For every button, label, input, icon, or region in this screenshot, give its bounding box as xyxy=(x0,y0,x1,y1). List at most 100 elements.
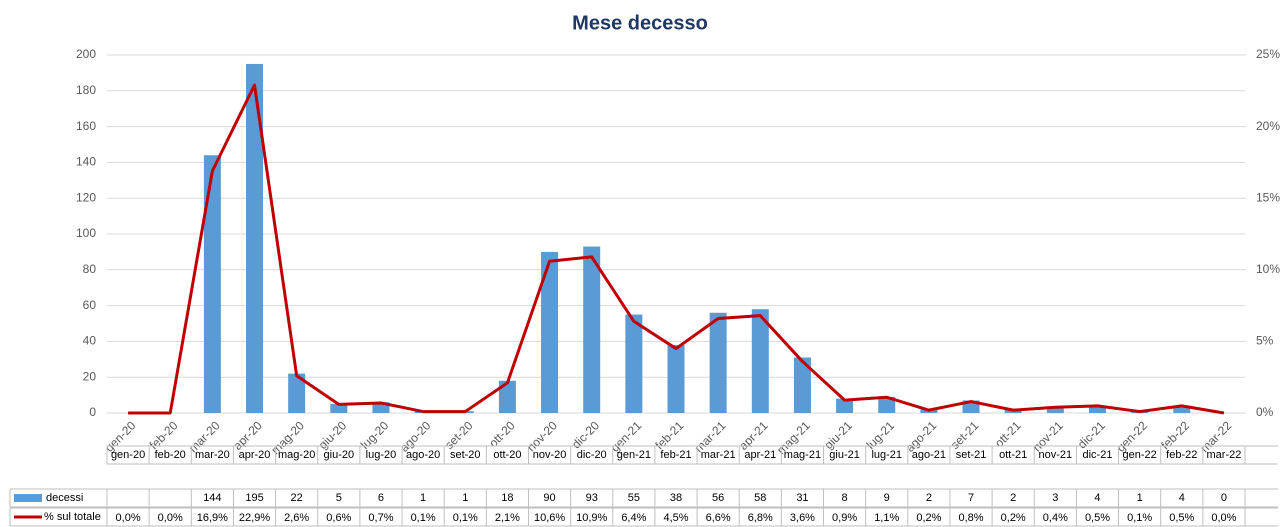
table-cell: 4 xyxy=(1094,492,1100,504)
bar xyxy=(836,398,854,413)
bar xyxy=(498,380,516,413)
table-cell: 0,1% xyxy=(453,512,478,524)
table-cell: 3 xyxy=(1052,492,1058,504)
chart-title: Mese decesso xyxy=(572,12,708,34)
table-header: ago-21 xyxy=(912,449,946,461)
table-cell: 6,8% xyxy=(748,512,773,524)
x-tick-label: giu-20 xyxy=(316,418,350,452)
table-cell: 144 xyxy=(203,492,221,504)
table-header: giu-21 xyxy=(829,449,860,461)
table-cell: 2 xyxy=(926,492,932,504)
x-tick-label: apr-20 xyxy=(230,418,265,453)
y-tick-label: 0 xyxy=(89,405,96,419)
table-header: lug-21 xyxy=(871,449,902,461)
x-tick-label: set-21 xyxy=(948,418,982,452)
bar xyxy=(246,63,264,413)
table-header: apr-21 xyxy=(744,449,776,461)
table-cell: 93 xyxy=(586,492,598,504)
table-cell: 0,2% xyxy=(1001,512,1026,524)
table-cell: 22,9% xyxy=(239,512,270,524)
table-header: apr-20 xyxy=(239,449,271,461)
table-cell: 0,5% xyxy=(1085,512,1110,524)
y2-tick-label: 15% xyxy=(1256,190,1280,204)
table-cell: 6,4% xyxy=(621,512,646,524)
y2-tick-label: 5% xyxy=(1256,334,1274,348)
table-header: set-21 xyxy=(956,449,987,461)
table-cell: 0,9% xyxy=(832,512,857,524)
table-cell: 0,1% xyxy=(411,512,436,524)
x-tick-label: ott-20 xyxy=(486,418,518,450)
x-tick-label: apr-21 xyxy=(736,418,771,453)
y-tick-label: 40 xyxy=(83,334,97,348)
table-cell: 0,1% xyxy=(1127,512,1152,524)
table-cell: 1 xyxy=(420,492,426,504)
table-header: gen-22 xyxy=(1122,449,1156,461)
table-cell: 4,5% xyxy=(663,512,688,524)
bar xyxy=(583,246,601,413)
bar xyxy=(1046,407,1064,413)
table-cell: 0,0% xyxy=(1211,512,1236,524)
y2-tick-label: 0% xyxy=(1256,405,1274,419)
table-cell: 1 xyxy=(462,492,468,504)
table-cell: 4 xyxy=(1179,492,1185,504)
bar xyxy=(793,357,811,413)
x-tick-label: feb-21 xyxy=(652,418,686,452)
y-tick-label: 20 xyxy=(83,369,97,383)
table-cell: 9 xyxy=(884,492,890,504)
bar xyxy=(288,373,306,413)
table-cell: 16,9% xyxy=(197,512,228,524)
table-header: ago-20 xyxy=(406,449,440,461)
bar xyxy=(372,402,390,413)
y2-tick-label: 10% xyxy=(1256,262,1280,276)
bar xyxy=(751,309,769,413)
table-cell: 18 xyxy=(501,492,513,504)
table-header: mag-21 xyxy=(784,449,821,461)
table-cell: 10,6% xyxy=(534,512,565,524)
table-cell: 10,9% xyxy=(576,512,607,524)
table-cell: 2,6% xyxy=(284,512,309,524)
table-header: set-20 xyxy=(450,449,481,461)
table-cell: 1 xyxy=(1137,492,1143,504)
table-header: gen-20 xyxy=(111,449,145,461)
y-tick-label: 160 xyxy=(76,119,96,133)
table-header: nov-21 xyxy=(1039,449,1073,461)
table-header: feb-20 xyxy=(155,449,186,461)
x-tick-label: feb-22 xyxy=(1158,418,1192,452)
bar xyxy=(1173,405,1191,413)
table-cell: 0,2% xyxy=(916,512,941,524)
table-cell: 0,8% xyxy=(958,512,983,524)
y-tick-label: 80 xyxy=(83,262,97,276)
bar xyxy=(203,155,221,414)
y-tick-label: 140 xyxy=(76,155,96,169)
table-header: giu-20 xyxy=(324,449,355,461)
x-tick-label: lug-21 xyxy=(864,418,898,452)
line xyxy=(128,83,1225,415)
table-cell: 6 xyxy=(378,492,384,504)
table-cell: 8 xyxy=(842,492,848,504)
table-header: mar-20 xyxy=(195,449,230,461)
table-header: feb-22 xyxy=(1166,449,1197,461)
legend-label: decessi xyxy=(46,492,83,504)
bar xyxy=(667,344,685,413)
table-cell: 2,1% xyxy=(495,512,520,524)
bar xyxy=(1088,405,1106,413)
table-cell: 38 xyxy=(670,492,682,504)
y-tick-label: 200 xyxy=(76,47,96,61)
table-cell: 195 xyxy=(245,492,263,504)
x-tick-label: giu-21 xyxy=(821,418,855,452)
table-cell: 0,0% xyxy=(116,512,141,524)
table-header: ott-20 xyxy=(493,449,521,461)
table-cell: 1,1% xyxy=(874,512,899,524)
y-tick-label: 60 xyxy=(83,298,97,312)
x-tick-label: lug-20 xyxy=(358,418,392,452)
table-cell: 58 xyxy=(754,492,766,504)
y2-tick-label: 25% xyxy=(1256,47,1280,61)
table-header: feb-21 xyxy=(660,449,691,461)
table-header: dic-21 xyxy=(1082,449,1112,461)
bar xyxy=(330,404,348,413)
bar xyxy=(625,314,643,413)
table-header: ott-21 xyxy=(999,449,1027,461)
table-cell: 0 xyxy=(1221,492,1227,504)
x-tick-label: ott-21 xyxy=(992,418,1024,450)
table-cell: 0,6% xyxy=(326,512,351,524)
